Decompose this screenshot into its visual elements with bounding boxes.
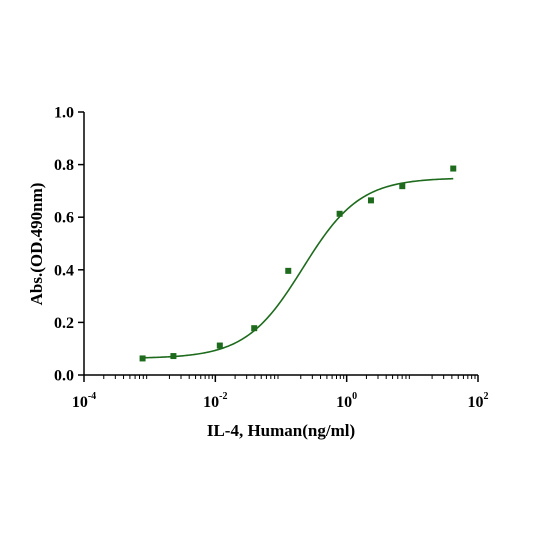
data-point xyxy=(139,355,146,362)
x-tick-exponent: 0 xyxy=(352,391,357,402)
x-tick-base: 10 xyxy=(203,394,219,411)
x-tick-exponent: 2 xyxy=(484,391,489,402)
x-tick-base: 10 xyxy=(336,394,352,411)
y-tick-label: 1.0 xyxy=(54,105,74,122)
data-point xyxy=(399,183,406,190)
fit-curve xyxy=(142,177,454,359)
y-tick-label: 0.6 xyxy=(54,210,74,227)
y-tick-label: 0.2 xyxy=(54,315,74,332)
y-tick-label: 0.4 xyxy=(54,262,74,279)
data-point xyxy=(367,197,374,204)
y-tick-label: 0.8 xyxy=(54,157,74,174)
x-tick-base: 10 xyxy=(468,394,484,411)
data-points xyxy=(139,165,457,362)
y-axis-ticks: 0.0 0.2 0.4 0.6 0.8 1.0 xyxy=(54,105,84,385)
data-point xyxy=(251,325,258,332)
axes xyxy=(83,112,478,376)
x-tick-exponent: -2 xyxy=(219,391,227,402)
data-point xyxy=(336,210,343,217)
data-point xyxy=(216,342,223,349)
data-point xyxy=(285,267,292,274)
x-tick-exponent: -4 xyxy=(88,391,96,402)
y-tick-label: 0.0 xyxy=(54,368,74,385)
x-tick-label: 102 xyxy=(468,391,489,411)
x-axis-ticks: 10-4 10-2 100 102 xyxy=(72,375,489,411)
x-tick-label: 10-2 xyxy=(203,391,227,411)
x-axis-title: IL-4, Human(ng/ml) xyxy=(207,421,355,440)
x-tick-base: 10 xyxy=(72,394,88,411)
data-point xyxy=(450,165,457,172)
data-point xyxy=(170,353,177,360)
x-tick-label: 10-4 xyxy=(72,391,96,411)
x-tick-label: 100 xyxy=(336,391,357,411)
y-axis-title: Abs.(OD.490nm) xyxy=(27,183,46,306)
